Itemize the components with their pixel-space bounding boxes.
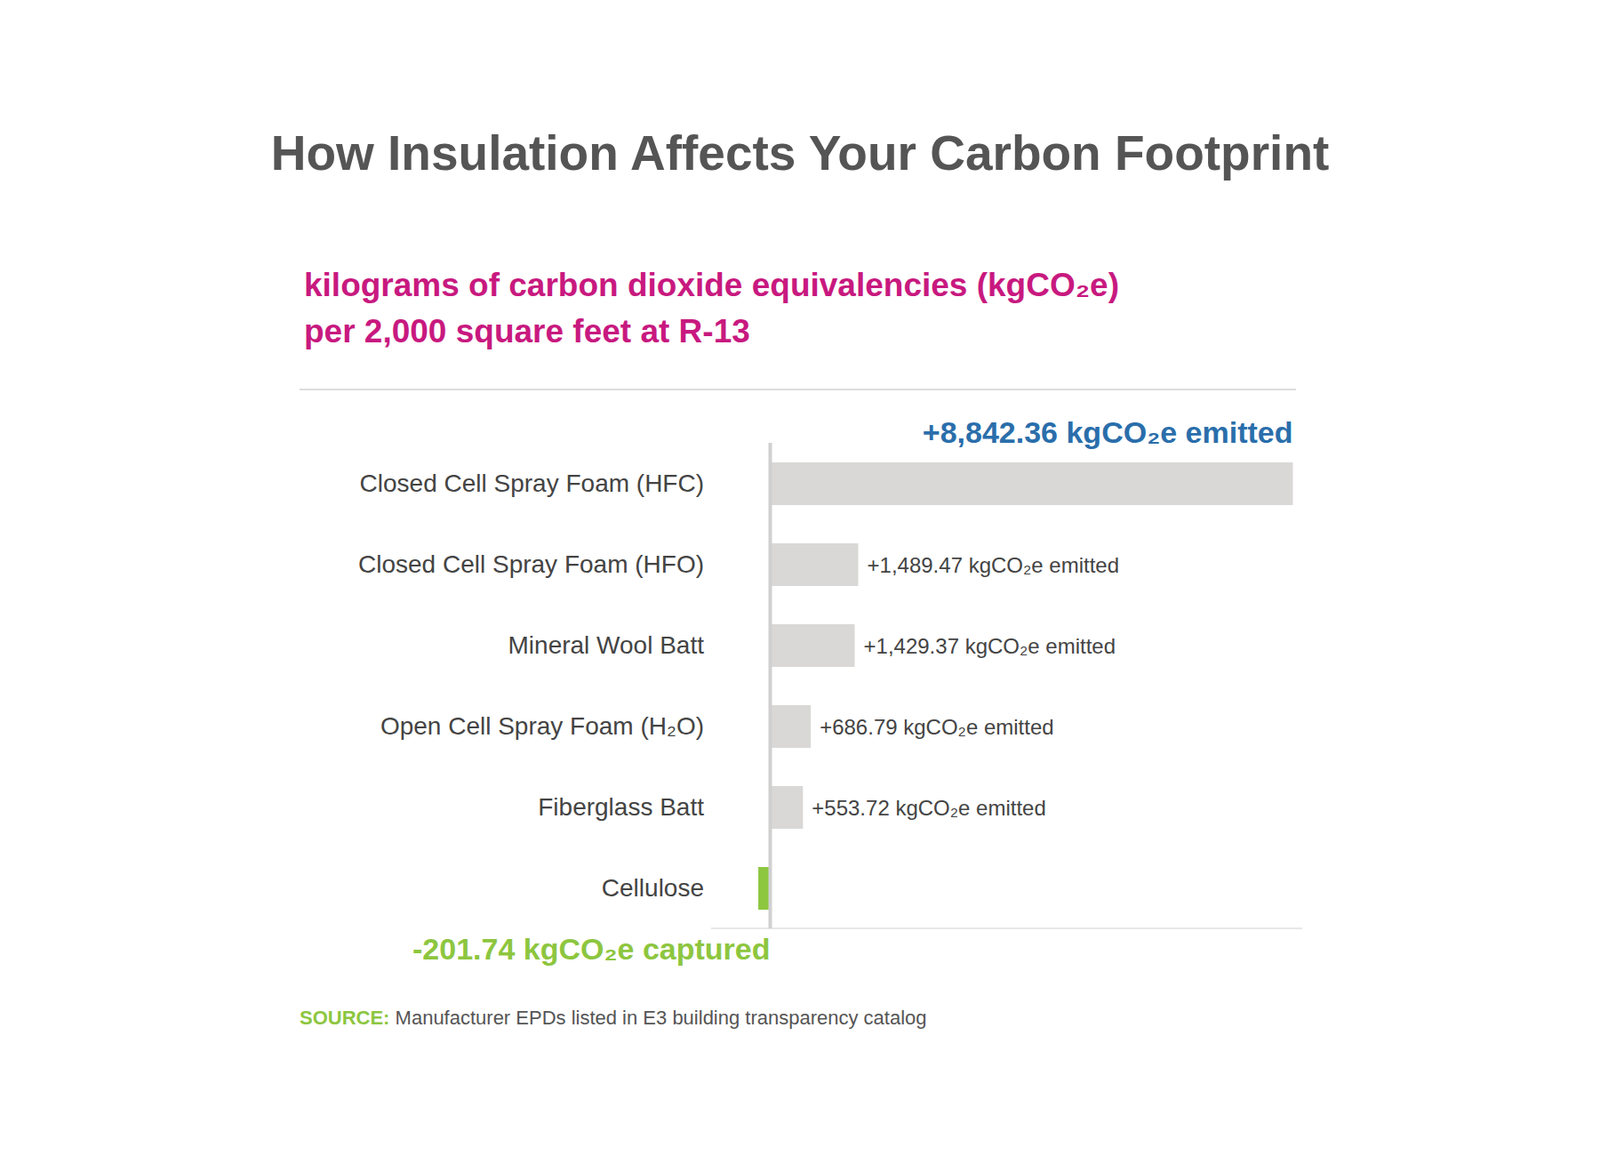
svg-text:Fiberglass Batt: Fiberglass Batt — [537, 792, 704, 821]
html-text:SOURCE: Manufacturer EPDs list: SOURCE: Manufacturer EPDs listed in E3 b… — [299, 1006, 927, 1029]
svg-text:Open Cell Spray Foam (H₂O): Open Cell Spray Foam (H₂O) — [380, 712, 704, 740]
svg-text:-201.74 kgCO₂e captured: -201.74 kgCO₂e captured — [412, 931, 771, 966]
html-text:How Insulation Affects Your Ca: How Insulation Affects Your Carbon Footp… — [270, 125, 1330, 181]
svg-text:Mineral Wool Batt: Mineral Wool Batt — [508, 631, 705, 659]
svg-text:+1,489.47 kgCO₂e emitted: +1,489.47 kgCO₂e emitted — [867, 552, 1120, 577]
html-text:kilograms of carbon dioxide eq: kilograms of carbon dioxide equivalencie… — [304, 266, 1120, 304]
svg-text:Closed Cell Spray Foam (HFC): Closed Cell Spray Foam (HFC) — [360, 469, 704, 497]
svg-text:+1,429.37 kgCO₂e emitted: +1,429.37 kgCO₂e emitted — [864, 633, 1117, 658]
html-text:per 2,000 square feet at R-13: per 2,000 square feet at R-13 — [304, 312, 751, 350]
svg-text:+553.72 kgCO₂e emitted: +553.72 kgCO₂e emitted — [811, 795, 1046, 820]
svg-text:+8,842.36 kgCO₂e emitted: +8,842.36 kgCO₂e emitted — [922, 415, 1294, 449]
svg-text:Cellulose: Cellulose — [601, 873, 704, 902]
svg-text:+686.79 kgCO₂e emitted: +686.79 kgCO₂e emitted — [819, 714, 1054, 739]
svg-text:Closed Cell Spray Foam (HFO): Closed Cell Spray Foam (HFO) — [358, 550, 704, 578]
